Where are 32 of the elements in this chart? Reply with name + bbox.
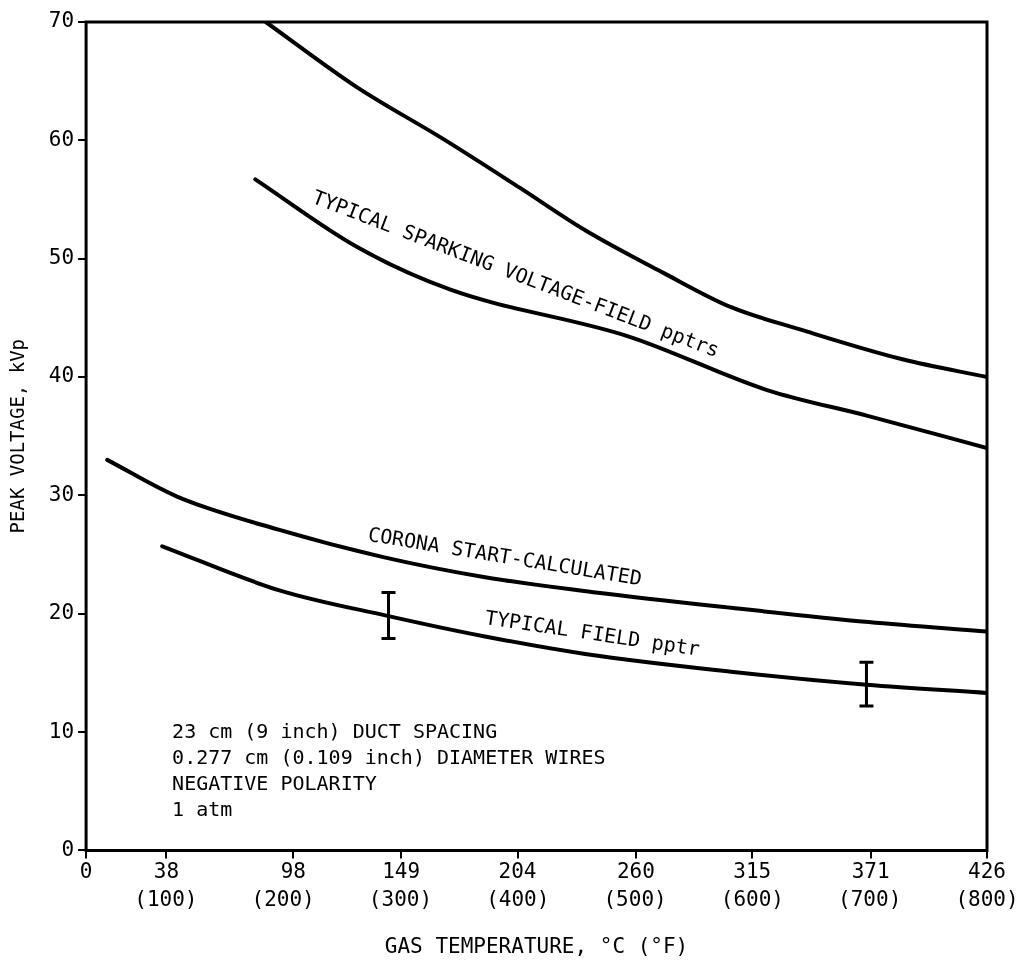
x-tick-label: 0 xyxy=(79,859,93,884)
y-axis-title: PEAK VOLTAGE, kVp xyxy=(6,338,29,534)
x2-tick-label: (600) xyxy=(720,886,784,911)
x2-tick-label: (400) xyxy=(486,886,550,911)
x2-tick-label: (500) xyxy=(603,886,667,911)
x2-tick-label: (300) xyxy=(368,886,433,911)
x-axis-title: GAS TEMPERATURE, °C (°F) xyxy=(384,933,689,958)
y-tick-label: 50 xyxy=(48,245,75,270)
x-tick-label: 426 xyxy=(968,859,1006,884)
x-tick-label: 204 xyxy=(498,859,537,884)
y-tick-label: 10 xyxy=(48,718,75,743)
x-tick-label: 315 xyxy=(733,859,772,884)
y-tick-label: 40 xyxy=(48,363,75,388)
annotation: 1 atm xyxy=(172,797,233,822)
y-tick-label: 70 xyxy=(48,8,75,33)
x2-tick-label: (100) xyxy=(134,886,198,911)
x-tick-label: 371 xyxy=(851,859,890,884)
annotation: 23 cm (9 inch) DUCT SPACING xyxy=(172,719,498,744)
y-tick-label: 30 xyxy=(48,481,75,506)
x2-tick-label: (800) xyxy=(955,886,1019,911)
x2-tick-label: (200) xyxy=(251,886,315,911)
y-tick-label: 60 xyxy=(48,126,75,151)
x-tick-label: 98 xyxy=(280,859,306,884)
y-tick-label: 0 xyxy=(61,836,75,861)
y-tick-label: 20 xyxy=(48,600,75,625)
text: TYPICAL FIELD pptr xyxy=(483,605,702,661)
annotation: NEGATIVE POLARITY xyxy=(172,771,377,796)
x-tick-label: 260 xyxy=(616,859,655,884)
x-tick-label: 149 xyxy=(382,859,421,884)
x-tick-label: 38 xyxy=(153,859,180,884)
annotation: 0.277 cm (0.109 inch) DIAMETER WIRES xyxy=(172,745,606,770)
x2-tick-label: (700) xyxy=(838,886,902,911)
